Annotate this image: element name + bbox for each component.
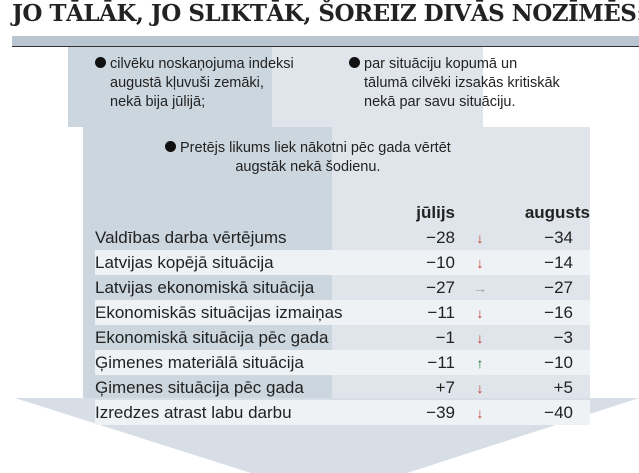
bullet-dot-icon (349, 57, 360, 68)
row-label: Latvijas ekonomiskā situācija (95, 277, 315, 297)
bullet-text: par situāciju kopumā un (364, 56, 518, 72)
row-label: Ģimenes situācija pēc gada (95, 377, 304, 397)
bullet-text: Pretējs likums liek nākotni pēc gada vēr… (180, 140, 451, 156)
table-row: Latvijas ekonomiskā situācija −27 → −27 (95, 275, 590, 300)
july-value: −28 (426, 227, 455, 247)
bullet-text: nekā par savu situāciju. (364, 94, 516, 110)
august-value: −34 (544, 227, 573, 247)
arrow-top-right (272, 47, 483, 127)
trend-up-icon: ↑ (476, 354, 484, 371)
table-row: Latvijas kopējā situācija −10 ↓ −14 (95, 250, 590, 275)
trend-down-icon: ↓ (476, 304, 484, 321)
row-label: Valdības darba vērtējums (95, 227, 287, 247)
trend-down-icon: ↓ (476, 404, 484, 421)
bullet-text: tālumā cilvēki izsakās kritiskāk (364, 75, 560, 91)
table-row: Valdības darba vērtējums −28 ↓ −34 (95, 225, 590, 250)
july-value: −39 (426, 402, 455, 422)
trend-flat-icon: → (473, 279, 487, 296)
row-label: Izredzes atrast labu darbu (95, 402, 292, 422)
bullet-3: Pretējs likums liek nākotni pēc gada vēr… (165, 139, 451, 177)
table-row: Izredzes atrast labu darbu −39 ↓ −40 (95, 400, 590, 425)
row-label: Ekonomiskās situācijas izmaiņas (95, 302, 343, 322)
july-value: −1 (435, 327, 455, 347)
index-table: jūlijs augusts Valdības darba vērtējums … (95, 200, 590, 425)
bullet-text: augstāk nekā šodienu. (235, 159, 381, 175)
trend-down-icon: ↓ (476, 329, 484, 346)
august-value: −3 (553, 327, 573, 347)
bullet-dot-icon (165, 141, 176, 152)
august-value: −14 (544, 252, 573, 272)
july-value: −27 (426, 277, 455, 297)
august-value: −16 (544, 302, 573, 322)
table-header: jūlijs augusts (95, 200, 590, 225)
trend-down-icon: ↓ (476, 229, 484, 246)
august-value: −40 (544, 402, 573, 422)
july-value: +7 (435, 377, 455, 397)
july-value: −11 (427, 352, 455, 372)
headline: JO TĀLĀK, JO SLIKTĀK, ŠOREIZ DIVĀS NOZĪM… (12, 0, 639, 27)
trend-down-icon: ↓ (476, 379, 484, 396)
table-row: Ekonomiskā situācija pēc gada −1 ↓ −3 (95, 325, 590, 350)
table-row: Ģimenes materiālā situācija −11 ↑ −10 (95, 350, 590, 375)
bullet-text: nekā bija jūlijā; (110, 94, 206, 110)
bullet-1: cilvēku noskaņojuma indeksi augustā kļuv… (95, 55, 294, 112)
row-label: Ekonomiskā situācija pēc gada (95, 327, 329, 347)
header-july: jūlijs (416, 202, 455, 222)
trend-down-icon: ↓ (476, 254, 484, 271)
table-row: Ģimenes situācija pēc gada +7 ↓ +5 (95, 375, 590, 400)
july-value: −11 (427, 302, 455, 322)
august-value: −27 (544, 277, 573, 297)
august-value: −10 (544, 352, 573, 372)
july-value: −10 (426, 252, 455, 272)
table-row: Ekonomiskās situācijas izmaiņas −11 ↓ −1… (95, 300, 590, 325)
bullet-dot-icon (95, 57, 106, 68)
bullet-text: augustā kļuvuši zemāki, (110, 75, 264, 91)
row-label: Ģimenes materiālā situācija (95, 352, 304, 372)
row-label: Latvijas kopējā situācija (95, 252, 274, 272)
bullet-2: par situāciju kopumā un tālumā cilvēki i… (349, 55, 560, 112)
august-value: +5 (553, 377, 573, 397)
header-band (12, 36, 639, 47)
header-august: augusts (524, 202, 590, 222)
bullet-text: cilvēku noskaņojuma indeksi (110, 56, 294, 72)
